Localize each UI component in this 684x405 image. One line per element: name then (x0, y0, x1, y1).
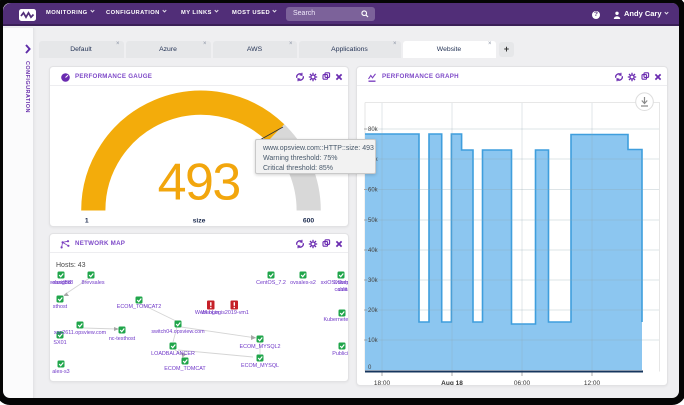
svg-text:18:00: 18:00 (374, 380, 391, 385)
svg-text:WebLogin: WebLogin (195, 310, 219, 316)
svg-text:SX01: SX01 (53, 340, 66, 346)
svg-text:cable: cable (335, 287, 348, 293)
svg-text:ovsales-s2: ovsales-s2 (290, 280, 316, 286)
svg-text:493: 493 (158, 154, 240, 212)
svg-text:10k: 10k (368, 338, 379, 344)
svg-text:xco2611.opsview.com: xco2611.opsview.com (54, 330, 107, 336)
svg-text:ECOM_MYSQL2: ECOM_MYSQL2 (239, 344, 280, 350)
svg-text:sandbx8: sandbx8 (53, 280, 73, 286)
svg-text:20k: 20k (368, 308, 379, 314)
svg-text:50k: 50k (368, 218, 379, 224)
svg-text:60k: 60k (368, 188, 379, 194)
svg-text:WebLogis2019-vm1: WebLogis2019-vm1 (201, 310, 249, 316)
svg-text:CentOS_7.2: CentOS_7.2 (256, 280, 286, 286)
svg-text:switch04.opsview.com: switch04.opsview.com (151, 329, 205, 335)
svg-text:ECOM_TOMCAT2: ECOM_TOMCAT2 (117, 304, 161, 310)
svg-text:80k: 80k (368, 127, 379, 133)
svg-text:Aug 18: Aug 18 (441, 380, 463, 385)
svg-text:size: size (193, 218, 206, 225)
svg-text:Hosts: 43: Hosts: 43 (56, 262, 86, 269)
svg-text:ales-s3: ales-s3 (52, 369, 69, 375)
svg-text:30k: 30k (368, 278, 379, 284)
svg-text:catita: catita (338, 287, 348, 293)
svg-text:1: 1 (85, 218, 89, 225)
svg-text:40k: 40k (368, 248, 379, 254)
svg-text:0: 0 (368, 365, 372, 371)
svg-text:pwebsig88: pwebsig88 (50, 280, 71, 286)
svg-text:LOADBALANCER: LOADBALANCER (151, 351, 195, 357)
svg-text:12:00: 12:00 (584, 380, 601, 385)
svg-text:Ovbaph: Ovbaph (334, 280, 348, 286)
svg-text:8revsales: 8revsales (81, 280, 104, 286)
svg-text:ECOM_MYSQL: ECOM_MYSQL (241, 363, 279, 369)
svg-text:06:00: 06:00 (514, 380, 531, 385)
svg-text:ECOM_TOMCAT: ECOM_TOMCAT (164, 366, 206, 372)
svg-text:Kubernetes,: Kubernetes, (323, 317, 348, 323)
svg-text:sxiOSvSwhegl: sxiOSvSwhegl (321, 280, 348, 286)
svg-text:nc-testhost: nc-testhost (109, 336, 136, 342)
svg-text:600: 600 (303, 218, 315, 225)
svg-text:sthost: sthost (53, 304, 68, 310)
svg-text:PubliciP: PubliciP (332, 351, 348, 357)
